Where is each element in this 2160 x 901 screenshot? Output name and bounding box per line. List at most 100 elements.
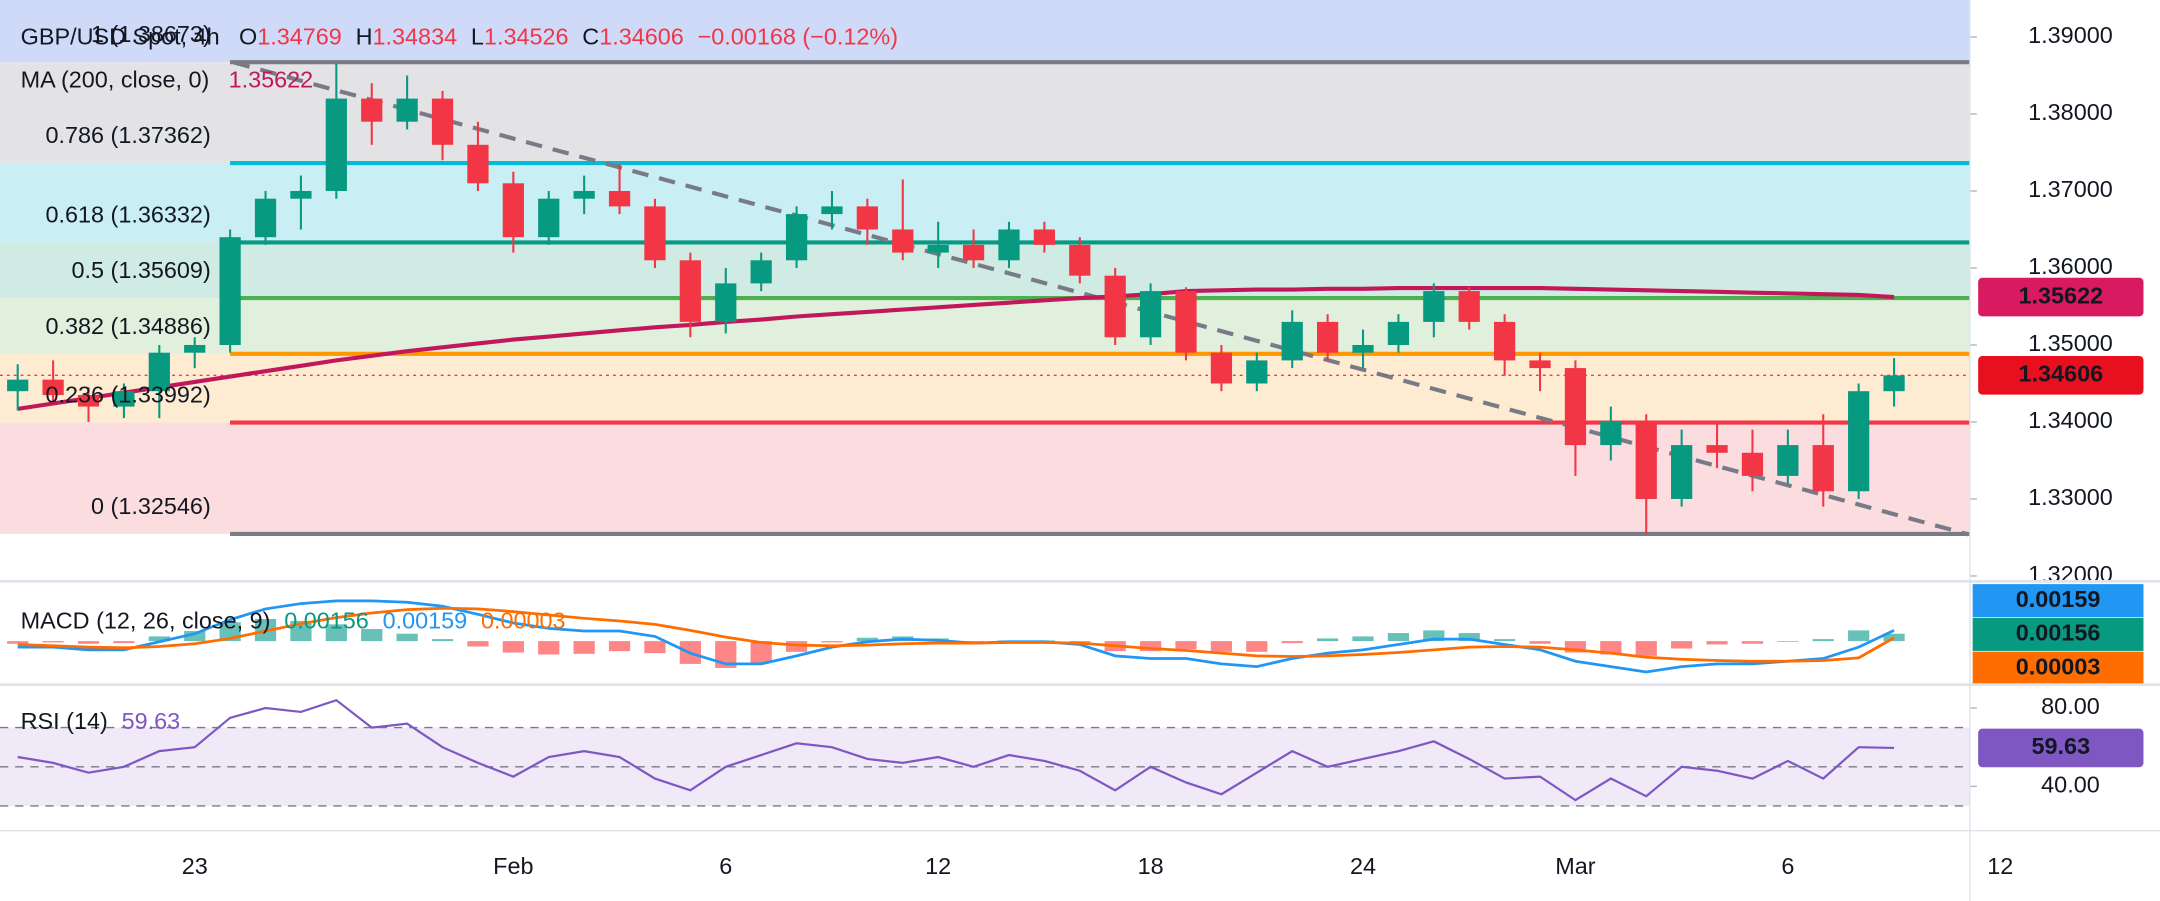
macd-histogram-bar bbox=[856, 637, 878, 642]
candle-body bbox=[608, 190, 631, 207]
macd-histogram-bar bbox=[502, 641, 524, 653]
candle-body bbox=[998, 229, 1020, 261]
macd-histogram-bar bbox=[538, 641, 560, 655]
candle-body bbox=[1494, 321, 1516, 361]
macd-histogram-bar bbox=[573, 641, 595, 654]
fib-fill bbox=[0, 353, 1970, 423]
rsi-axis-label: 59.63 bbox=[2032, 733, 2091, 759]
ohlc-key: O bbox=[239, 24, 257, 50]
fib-fill bbox=[0, 163, 1970, 243]
ohlc-key: L bbox=[471, 24, 484, 50]
x-tick-label: 24 bbox=[1350, 853, 1376, 879]
candle-body bbox=[892, 229, 914, 253]
candle-body bbox=[750, 260, 772, 284]
macd-histogram-bar bbox=[1777, 641, 1799, 642]
candle-body bbox=[1777, 445, 1799, 476]
candle-body bbox=[502, 183, 524, 238]
rsi-line bbox=[17, 698, 1895, 802]
macd-histogram-bar bbox=[1812, 639, 1834, 642]
macd-histogram-bar bbox=[1246, 641, 1268, 652]
fib-label: 1 (1.38673) bbox=[91, 21, 211, 47]
ma-line bbox=[17, 285, 1895, 411]
candle-body bbox=[856, 206, 878, 230]
macd-histogram-bar bbox=[1139, 641, 1162, 652]
marks bbox=[7, 63, 1905, 802]
macd-histogram-bar bbox=[644, 641, 666, 654]
y-tick-label: 1.32000 bbox=[2028, 561, 2113, 587]
rsi-axis-box bbox=[1978, 728, 2144, 768]
candle-body bbox=[1883, 375, 1905, 392]
candle-body bbox=[7, 379, 29, 392]
y-tick-label: 1.39000 bbox=[2028, 22, 2113, 48]
labels: 1 (1.38673) 0.786 (1.37362) 0.618 (1.36332… bbox=[45, 21, 2144, 879]
macd-histogram-bar bbox=[361, 629, 383, 642]
candle-body bbox=[679, 260, 701, 322]
candle-body bbox=[1352, 344, 1374, 353]
candle-body bbox=[219, 237, 241, 345]
candle-body bbox=[1529, 360, 1551, 369]
candle-body bbox=[1671, 445, 1693, 499]
candle-body bbox=[1175, 291, 1197, 353]
y-tick-label: 1.34000 bbox=[2028, 407, 2113, 433]
y-tick-label: 1.38000 bbox=[2028, 99, 2113, 125]
rsi-name: RSI (14) bbox=[21, 708, 108, 734]
fib-fills bbox=[0, 0, 1970, 806]
candle-body bbox=[1210, 352, 1233, 384]
candle-body bbox=[1387, 321, 1410, 345]
ma-name: MA (200, close, 0) bbox=[21, 67, 210, 93]
candle-body bbox=[573, 190, 595, 199]
candle-body bbox=[113, 391, 135, 407]
ohlc-value: 1.34526 bbox=[484, 24, 569, 50]
y-tick-label: 40.00 bbox=[2041, 772, 2100, 798]
macd-histogram-bar bbox=[1883, 633, 1905, 642]
macd-axis-label: 0.00156 bbox=[2016, 620, 2101, 646]
macd-histogram-bar bbox=[184, 631, 206, 642]
candle-body bbox=[431, 98, 454, 145]
macd-histogram-bar bbox=[608, 641, 631, 652]
macd-axis-box bbox=[1972, 651, 2144, 685]
macd-histogram-bar bbox=[962, 641, 985, 642]
ohlc-value: 1.34769 bbox=[257, 24, 342, 50]
last-price-box bbox=[1978, 356, 2144, 395]
macd-legend-value: 0.00159 bbox=[383, 608, 468, 634]
macd-histogram-bar bbox=[7, 641, 29, 644]
macd-histogram-bar bbox=[1494, 639, 1516, 642]
candle-body bbox=[1741, 452, 1764, 476]
candle-body bbox=[396, 98, 418, 122]
candle-body bbox=[467, 144, 489, 184]
candle-body bbox=[148, 352, 170, 392]
macd-histogram-bar bbox=[325, 624, 347, 642]
y-tick-label: 1.36000 bbox=[2028, 253, 2113, 279]
fib-label: 0 (1.32546) bbox=[91, 493, 211, 519]
macd-histogram-bar bbox=[1529, 641, 1551, 644]
x-tick-label: 6 bbox=[1781, 853, 1794, 879]
candle-body bbox=[1423, 291, 1445, 322]
candle-body bbox=[1564, 368, 1587, 446]
candle-body bbox=[77, 395, 100, 407]
macd-histogram-bar bbox=[821, 641, 843, 643]
y-tick-label: 1.37000 bbox=[2028, 176, 2113, 202]
macd-histogram-bar bbox=[431, 639, 454, 642]
fib-label: 0.786 (1.37362) bbox=[45, 122, 210, 148]
candle-body bbox=[927, 244, 949, 253]
candle-body bbox=[1600, 421, 1622, 446]
signal-line bbox=[17, 606, 1895, 663]
ma-price-box bbox=[1978, 277, 2144, 317]
ohlc-key: H bbox=[356, 24, 373, 50]
x-tick-label: 18 bbox=[1138, 853, 1164, 879]
rsi-legend: RSI (14) 59.63 bbox=[21, 708, 181, 734]
candle-body bbox=[1848, 391, 1870, 492]
macd-histogram-bar bbox=[1458, 633, 1480, 642]
macd-histogram-bar bbox=[1600, 641, 1622, 655]
macd-histogram-bar bbox=[1741, 641, 1764, 644]
macd-histogram-bar bbox=[148, 636, 170, 642]
macd-histogram-bar bbox=[1671, 641, 1693, 649]
macd-axis-box bbox=[1972, 584, 2144, 618]
y-tick-label: 80.00 bbox=[2041, 693, 2100, 719]
change: −0.00168 (−0.12%) bbox=[698, 24, 898, 50]
macd-histogram-bar bbox=[467, 641, 489, 647]
macd-histogram-bar bbox=[77, 641, 100, 644]
candle-body bbox=[1033, 229, 1056, 245]
y-tick-label: 1.33000 bbox=[2028, 484, 2113, 510]
